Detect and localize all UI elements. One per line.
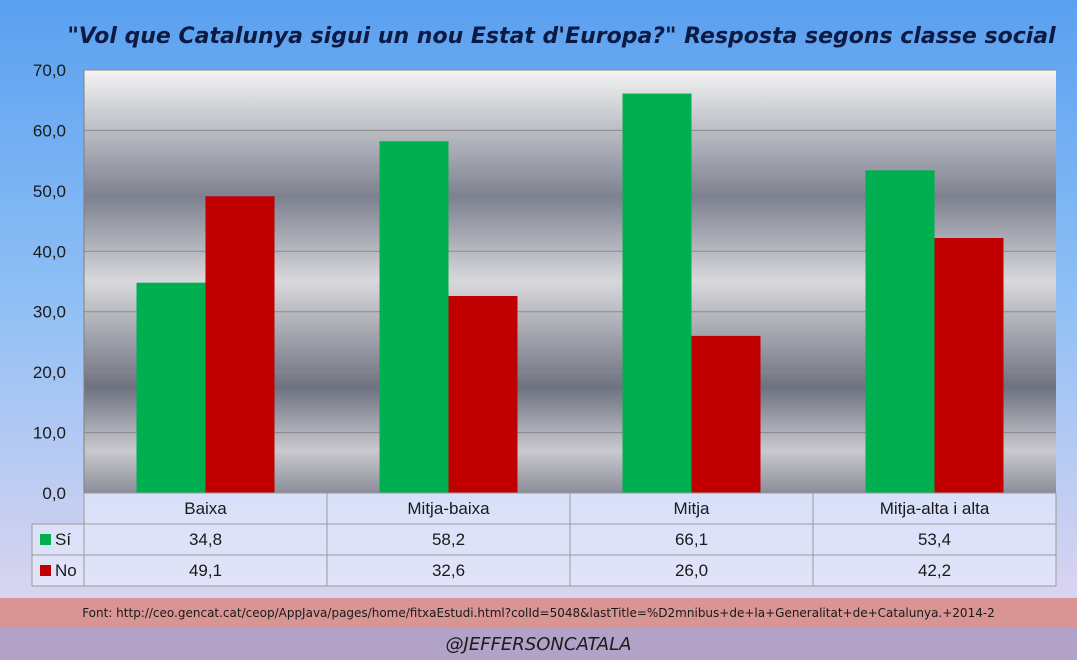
bar-no-1 (205, 196, 275, 493)
x-category-label: Mitja-baixa (407, 499, 490, 518)
y-tick-label: 10,0 (33, 424, 66, 443)
y-tick-label: 60,0 (33, 121, 66, 140)
table-value: 26,0 (675, 561, 708, 580)
x-category-label: Mitja (674, 499, 710, 518)
bar-no-3 (691, 335, 761, 493)
table-value: 34,8 (189, 530, 222, 549)
legend-label-no: No (55, 561, 77, 580)
legend-swatch-no (40, 565, 51, 576)
table-value: 58,2 (432, 530, 465, 549)
bar-si-1 (136, 282, 206, 493)
bar-si-2 (379, 141, 449, 493)
y-tick-label: 0,0 (42, 484, 66, 503)
legend-label-si: Sí (55, 530, 71, 549)
table-value: 42,2 (918, 561, 951, 580)
x-category-label: Baixa (184, 499, 227, 518)
author-handle: @JEFFERSONCATALA (0, 628, 1077, 660)
bar-si-3 (622, 93, 692, 494)
y-tick-label: 20,0 (33, 363, 66, 382)
bar-si-4 (865, 170, 935, 493)
y-tick-label: 40,0 (33, 242, 66, 261)
chart: 0,0 10,0 20,0 30,0 40,0 50,0 60,0 70,0 Baixa Mit… (31, 61, 1057, 587)
chart-title: "Vol que Catalunya sigui un nou Estat d'… (67, 24, 1056, 49)
x-category-label: Mitja-alta i alta (880, 499, 990, 518)
table-value: 66,1 (675, 530, 708, 549)
bar-no-4 (934, 237, 1004, 493)
table-value: 49,1 (189, 561, 222, 580)
legend-swatch-si (40, 534, 51, 545)
table-value: 53,4 (918, 530, 951, 549)
y-tick-label: 30,0 (33, 303, 66, 322)
source-footer: Font: http://ceo.gencat.cat/ceop/AppJava… (0, 598, 1077, 628)
table-value: 32,6 (432, 561, 465, 580)
y-tick-label: 70,0 (33, 61, 66, 80)
y-tick-label: 50,0 (33, 182, 66, 201)
bar-no-2 (448, 296, 518, 493)
